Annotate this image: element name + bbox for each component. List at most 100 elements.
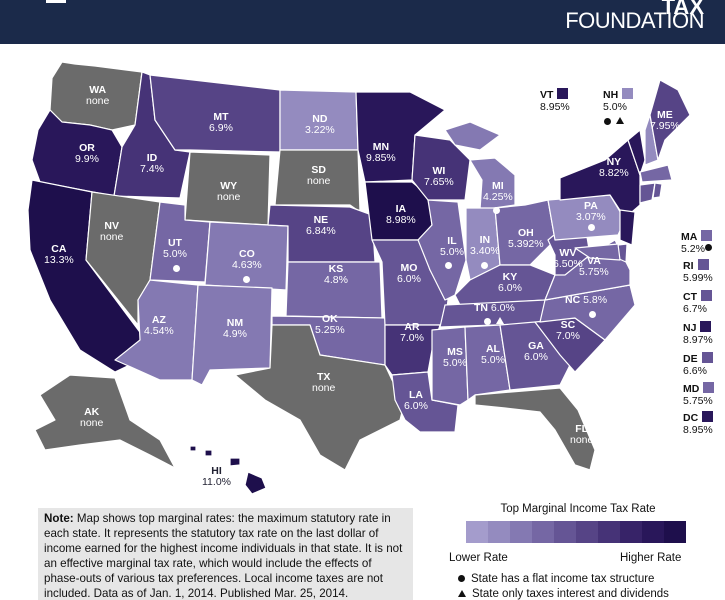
swatch-NJ: [700, 321, 712, 332]
label-OK: OK 5.25%: [315, 313, 345, 336]
callout-NH: NH 5.0%: [603, 88, 634, 113]
us-map: [27, 61, 691, 495]
legend-swatch-8: [620, 521, 642, 543]
header-title-fragment: [46, 0, 66, 3]
state-NM: [191, 284, 273, 386]
state-IL: [417, 199, 467, 301]
state-HI-oahu: [204, 449, 213, 457]
state-RI: [652, 182, 663, 199]
label-AZ: AZ 4.54%: [144, 314, 174, 337]
label-NY: NY 8.82%: [599, 156, 629, 179]
header-bar: TAX FOUNDATION: [0, 0, 725, 44]
label-SC: SC 7.0%: [556, 319, 580, 342]
flat-tax-marker-NH: [604, 118, 611, 125]
map-note: Note: Map shows top marginal rates: the …: [38, 508, 413, 600]
label-FL: FL none: [570, 423, 594, 446]
callout-DE: DE 6.6%: [683, 352, 713, 377]
state-NJ: [619, 209, 636, 246]
flat-tax-marker-MA: [705, 244, 712, 251]
label-HI: HI 11.0%: [202, 465, 231, 488]
swatch-MA: [701, 230, 713, 241]
label-WY: WY none: [217, 180, 241, 203]
label-AR: AR 7.0%: [400, 321, 424, 344]
legend-swatch-10: [664, 521, 686, 543]
label-MT: MT 6.9%: [209, 111, 233, 134]
label-WV: WV 6.50%: [553, 247, 583, 270]
state-MI-UP: [444, 121, 501, 151]
label-NC: NC 5.8%: [565, 294, 608, 306]
flat-tax-marker-PA: [588, 224, 595, 231]
state-CO: [204, 221, 289, 291]
swatch-VT: [557, 88, 569, 99]
legend-swatch-4: [532, 521, 554, 543]
state-MS: [431, 326, 469, 406]
label-TX: TX none: [312, 371, 336, 394]
flat-tax-marker-NC: [589, 311, 596, 318]
label-MO: MO 6.0%: [397, 262, 421, 285]
brand-logo-top: TAX: [661, 0, 704, 19]
label-AL: AL 5.0%: [481, 343, 505, 366]
legend-swatch-1: [466, 521, 488, 543]
label-WI: WI 7.65%: [424, 165, 454, 188]
label-IN: IN 3.40%: [470, 234, 500, 257]
legend-lower-label: Lower Rate: [449, 552, 508, 564]
legend-swatch-6: [576, 521, 598, 543]
legend-higher-label: Higher Rate: [620, 552, 682, 564]
circle-icon: [458, 575, 465, 582]
swatch-CT: [701, 290, 712, 301]
state-MD: [574, 243, 621, 261]
state-HI-kauai: [189, 445, 197, 452]
legend-interest-dividends: State only taxes interest and dividends: [458, 588, 669, 600]
label-LA: LA 6.0%: [404, 389, 428, 412]
swatch-DE: [701, 352, 713, 363]
label-GA: GA 6.0%: [524, 340, 548, 363]
label-MN: MN 9.85%: [366, 141, 396, 164]
flat-tax-marker-CO: [243, 276, 250, 283]
legend-swatch-2: [488, 521, 510, 543]
label-KY: KY 6.0%: [498, 271, 522, 294]
swatch-NH: [622, 88, 634, 99]
legend-title: Top Marginal Income Tax Rate: [500, 503, 656, 515]
brand-logo-bottom: FOUNDATION: [565, 8, 704, 33]
label-AK: AK none: [80, 406, 104, 429]
label-MI: MI 4.25%: [483, 180, 513, 203]
label-KS: KS 4.8%: [324, 263, 348, 286]
label-NE: NE 6.84%: [306, 214, 336, 237]
state-CT: [639, 182, 656, 204]
callout-CT: CT 6.7%: [683, 290, 712, 315]
interest-dividends-marker-NH: [616, 117, 624, 124]
state-HI-maui: [229, 457, 241, 467]
swatch-DC: [702, 411, 714, 422]
callout-NJ: NJ 8.97%: [683, 321, 713, 346]
label-IL: IL 5.0%: [440, 235, 464, 258]
flat-tax-marker-TN: [484, 318, 491, 325]
legend-swatch-9: [642, 521, 664, 543]
swatch-RI: [697, 259, 709, 270]
state-NY: [559, 139, 641, 219]
label-ID: ID 7.4%: [140, 152, 164, 175]
label-TN: TN 6.0%: [474, 302, 515, 314]
label-ND: ND 3.22%: [305, 113, 335, 136]
label-VA: VA 5.75%: [579, 255, 609, 278]
flat-tax-marker-MI: [493, 207, 500, 214]
flat-tax-marker-IL: [445, 262, 452, 269]
callout-MA: MA 5.2%: [681, 230, 713, 255]
callout-DC: DC 8.95%: [683, 411, 714, 436]
state-AK: [34, 374, 176, 469]
label-PA: PA 3.07%: [576, 200, 606, 223]
label-OR: OR 9.9%: [75, 142, 99, 165]
legend-color-scale: [466, 521, 686, 543]
swatch-MD: [703, 382, 715, 393]
state-ME: [649, 79, 691, 161]
interest-dividends-marker-TN: [496, 317, 504, 324]
label-IA: IA 8.98%: [386, 203, 416, 226]
state-MI: [469, 157, 516, 211]
flat-tax-marker-UT: [173, 265, 180, 272]
callout-VT: VT 8.95%: [540, 88, 570, 113]
flat-tax-marker-IN: [481, 262, 488, 269]
label-MS: MS 5.0%: [443, 346, 467, 369]
state-HI-big: [244, 471, 267, 495]
callout-RI: RI 5.99%: [683, 259, 713, 284]
state-AL: [464, 324, 511, 401]
state-LA: [391, 371, 459, 433]
